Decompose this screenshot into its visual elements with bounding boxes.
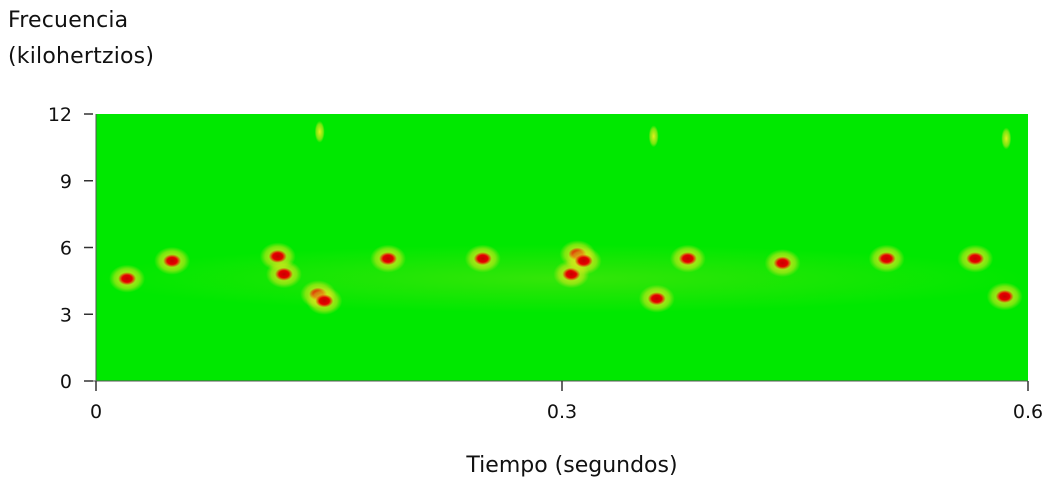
y-axis-label-line-1: Frecuencia [8, 8, 129, 33]
event-core [473, 252, 492, 266]
event-5 [306, 286, 343, 315]
event-core [274, 267, 293, 281]
event-core [877, 252, 896, 266]
sound-events [109, 120, 1023, 315]
event-3 [265, 260, 302, 289]
event-core [379, 252, 398, 266]
faint-mark-1 [648, 125, 659, 148]
event-10 [565, 246, 602, 275]
x-tick-label-2: 0.6 [1013, 401, 1043, 423]
event-core [773, 256, 792, 270]
event-12 [669, 244, 706, 273]
event-13 [764, 249, 801, 278]
event-core [678, 252, 697, 266]
x-tick-label-1: 0.3 [547, 401, 577, 423]
faint-mark-2 [1001, 127, 1012, 150]
event-core [268, 249, 287, 263]
event-6 [370, 244, 407, 273]
event-core [315, 294, 334, 308]
event-core [647, 292, 666, 306]
event-7 [464, 244, 501, 273]
event-core [995, 289, 1014, 303]
y-tick-label-2: 6 [60, 238, 72, 260]
event-core [574, 254, 593, 268]
event-15 [957, 244, 994, 273]
event-16 [986, 282, 1023, 311]
y-tick-label-4: 12 [48, 104, 72, 126]
y-tick-label-1: 3 [60, 304, 72, 326]
event-core [163, 254, 182, 268]
x-axis-label: Tiempo (segundos) [465, 453, 677, 478]
y-tick-label-0: 0 [60, 371, 72, 393]
event-core [118, 272, 137, 286]
event-14 [868, 244, 905, 273]
event-0 [109, 264, 146, 293]
axes: 0 3 6 9 12 0 0.3 0.6 [48, 104, 1043, 423]
event-1 [154, 246, 191, 275]
y-tick-label-3: 9 [60, 171, 72, 193]
y-axis-label-line-2: (kilohertzios) [8, 44, 155, 69]
event-core [966, 252, 985, 266]
event-11 [638, 284, 675, 313]
x-tick-label-0: 0 [90, 401, 102, 423]
faint-mark-0 [314, 120, 325, 143]
